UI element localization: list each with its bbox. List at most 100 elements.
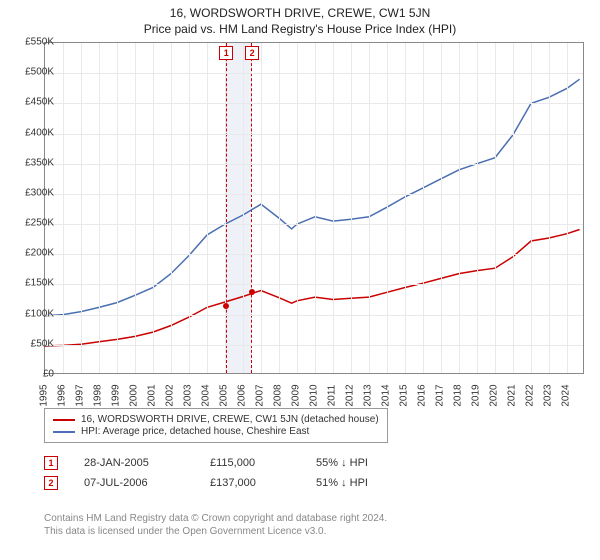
gridline-h — [45, 284, 583, 285]
x-axis-label: 2002 — [165, 384, 176, 406]
y-axis-label: £100K — [25, 308, 54, 319]
y-axis-label: £350K — [25, 157, 54, 168]
y-axis-label: £500K — [25, 67, 54, 78]
legend-swatch — [53, 431, 75, 433]
gridline-h — [45, 134, 583, 135]
gridline-h — [45, 194, 583, 195]
sale-row: 128-JAN-2005£115,00055% ↓ HPI — [44, 456, 416, 470]
chart-title: 16, WORDSWORTH DRIVE, CREWE, CW1 5JN Pri… — [0, 0, 600, 38]
sale-row-marker: 1 — [44, 456, 58, 470]
sale-point-1 — [223, 303, 229, 309]
gridline-v — [99, 43, 100, 373]
x-axis-label: 2000 — [129, 384, 140, 406]
sale-row-pct: 51% ↓ HPI — [316, 477, 416, 489]
y-axis-label: £450K — [25, 97, 54, 108]
attribution-text: Contains HM Land Registry data © Crown c… — [44, 512, 387, 538]
gridline-v — [477, 43, 478, 373]
sale-marker-1: 1 — [219, 46, 233, 60]
plot-region: 12 — [44, 42, 584, 374]
gridline-h — [45, 254, 583, 255]
x-axis-label: 2023 — [543, 384, 554, 406]
y-axis-label: £0 — [43, 369, 54, 380]
x-axis-label: 2014 — [381, 384, 392, 406]
legend-item: HPI: Average price, detached house, Ches… — [53, 426, 379, 437]
sale-row-date: 28-JAN-2005 — [84, 457, 184, 469]
x-axis-label: 2018 — [453, 384, 464, 406]
gridline-v — [567, 43, 568, 373]
x-axis-label: 2004 — [201, 384, 212, 406]
gridline-h — [45, 73, 583, 74]
gridline-h — [45, 224, 583, 225]
series-line — [45, 230, 580, 347]
gridline-v — [81, 43, 82, 373]
sale-row-marker: 2 — [44, 476, 58, 490]
x-axis-label: 2003 — [183, 384, 194, 406]
x-axis-label: 2016 — [417, 384, 428, 406]
x-axis-label: 2011 — [327, 385, 338, 407]
legend-box: 16, WORDSWORTH DRIVE, CREWE, CW1 5JN (de… — [44, 408, 388, 443]
gridline-v — [261, 43, 262, 373]
gridline-v — [243, 43, 244, 373]
x-axis-label: 1999 — [111, 384, 122, 406]
x-axis-label: 2021 — [507, 384, 518, 406]
gridline-v — [405, 43, 406, 373]
gridline-v — [495, 43, 496, 373]
title-line1: 16, WORDSWORTH DRIVE, CREWE, CW1 5JN — [10, 6, 590, 20]
x-axis-label: 2005 — [219, 384, 230, 406]
gridline-v — [531, 43, 532, 373]
gridline-v — [369, 43, 370, 373]
attribution-line2: This data is licensed under the Open Gov… — [44, 525, 387, 538]
x-axis-label: 2007 — [255, 384, 266, 406]
y-axis-label: £50K — [31, 338, 54, 349]
y-axis-label: £400K — [25, 127, 54, 138]
gridline-h — [45, 345, 583, 346]
gridline-v — [459, 43, 460, 373]
gridline-v — [441, 43, 442, 373]
legend-item: 16, WORDSWORTH DRIVE, CREWE, CW1 5JN (de… — [53, 414, 379, 425]
sale-row-price: £115,000 — [210, 457, 290, 469]
x-axis-label: 2013 — [363, 384, 374, 406]
gridline-h — [45, 315, 583, 316]
y-axis-label: £200K — [25, 248, 54, 259]
gridline-v — [225, 43, 226, 373]
gridline-v — [297, 43, 298, 373]
x-axis-label: 1998 — [93, 384, 104, 406]
gridline-v — [279, 43, 280, 373]
x-axis-label: 2010 — [309, 384, 320, 406]
sale-row-price: £137,000 — [210, 477, 290, 489]
attribution-line1: Contains HM Land Registry data © Crown c… — [44, 512, 387, 525]
legend-label: HPI: Average price, detached house, Ches… — [81, 426, 309, 437]
y-axis-label: £150K — [25, 278, 54, 289]
x-axis-label: 2006 — [237, 384, 248, 406]
series-line — [45, 79, 580, 316]
x-axis-label: 2019 — [471, 384, 482, 406]
gridline-h — [45, 164, 583, 165]
gridline-v — [135, 43, 136, 373]
x-axis-label: 2022 — [525, 384, 536, 406]
x-axis-label: 1996 — [57, 384, 68, 406]
gridline-v — [315, 43, 316, 373]
gridline-v — [387, 43, 388, 373]
x-axis-label: 2017 — [435, 384, 446, 406]
gridline-v — [63, 43, 64, 373]
x-axis-label: 2015 — [399, 384, 410, 406]
title-line2: Price paid vs. HM Land Registry's House … — [10, 22, 590, 36]
sales-table: 128-JAN-2005£115,00055% ↓ HPI207-JUL-200… — [44, 456, 416, 496]
y-axis-label: £250K — [25, 218, 54, 229]
gridline-v — [549, 43, 550, 373]
x-axis-label: 2009 — [291, 384, 302, 406]
gridline-v — [423, 43, 424, 373]
gridline-v — [351, 43, 352, 373]
x-axis-label: 2020 — [489, 384, 500, 406]
gridline-v — [333, 43, 334, 373]
y-axis-label: £300K — [25, 187, 54, 198]
gridline-v — [171, 43, 172, 373]
gridline-v — [189, 43, 190, 373]
x-axis-label: 1997 — [75, 384, 86, 406]
y-axis-label: £550K — [25, 37, 54, 48]
gridline-v — [117, 43, 118, 373]
gridline-v — [513, 43, 514, 373]
gridline-h — [45, 103, 583, 104]
gridline-v — [207, 43, 208, 373]
x-axis-label: 2001 — [147, 384, 158, 406]
